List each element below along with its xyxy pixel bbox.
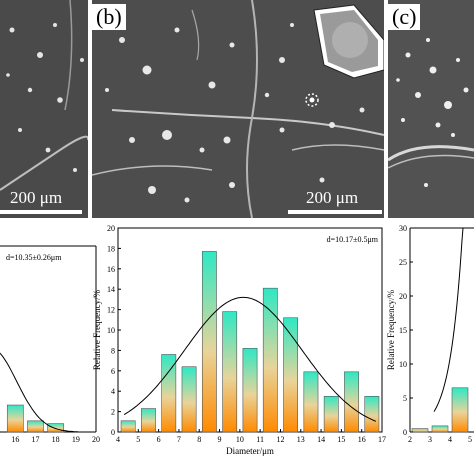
- x-tick-label: 5: [136, 435, 140, 444]
- x-tick-label: 5: [468, 435, 472, 444]
- x-tick-label: 4: [448, 435, 452, 444]
- bar: [47, 423, 65, 433]
- bar: [344, 371, 359, 433]
- y-tick-label: 10: [107, 326, 115, 335]
- panel-label-b: (b): [92, 4, 126, 30]
- mean-diameter-annotation: d=10.35±0.26μm: [6, 253, 62, 262]
- y-tick-label: 30: [399, 224, 407, 233]
- x-tick-label: 17: [378, 435, 386, 444]
- gaussian-fit-curve: [123, 296, 377, 422]
- bar: [411, 428, 429, 433]
- x-tick-label: 13: [297, 435, 305, 444]
- y-tick-label: 15: [399, 326, 407, 335]
- bar: [141, 408, 156, 433]
- x-tick-label: 18: [52, 435, 60, 444]
- bar: [262, 287, 278, 433]
- x-tick-label: 3: [428, 435, 432, 444]
- y-tick-label: 14: [107, 285, 115, 294]
- bar: [161, 354, 177, 433]
- x-tick-label: 15: [337, 435, 345, 444]
- x-tick-label: 12: [276, 435, 284, 444]
- x-tick-label: 20: [92, 435, 100, 444]
- scale-bar-b: [288, 210, 382, 214]
- fit-curve: [433, 227, 470, 412]
- y-tick-label: 0: [111, 428, 115, 437]
- y-tick-label: 18: [107, 244, 115, 253]
- bar: [431, 425, 449, 433]
- x-tick-label: 11: [256, 435, 264, 444]
- mean-diameter-annotation: d=10.17±0.5μm: [327, 235, 379, 244]
- bar: [283, 317, 299, 433]
- bar: [120, 420, 136, 433]
- bar: [451, 387, 469, 433]
- y-tick-label: 4: [111, 387, 115, 396]
- scale-bar-a: [0, 210, 82, 214]
- x-tick-label: 19: [72, 435, 80, 444]
- x-tick-label: 17: [32, 435, 40, 444]
- bar: [303, 371, 319, 433]
- y-tick-label: 6: [111, 367, 115, 376]
- micrograph-c-image: [388, 0, 474, 218]
- y-axis-label: Relative Frequency/%: [386, 289, 396, 370]
- y-axis-label: Relative Frequency/%: [92, 289, 102, 370]
- x-tick-label: 7: [177, 435, 181, 444]
- histogram-b: 4 5 6 7 8 9 10 11 12 13 14 15 16 17 0 2 4 6 8 10 12 14 16 18 20 D…: [92, 224, 386, 456]
- bar: [242, 348, 258, 433]
- y-tick-label: 8: [111, 346, 115, 355]
- micrograph-c: (c): [388, 0, 474, 218]
- micrograph-b-image: [92, 0, 384, 218]
- y-tick-label: 12: [107, 306, 115, 315]
- bar: [323, 396, 339, 433]
- bar: [27, 420, 44, 433]
- bar: [6, 404, 24, 433]
- micrograph-a-image: [0, 0, 88, 218]
- histogram-panels: 151617181920d=10.35±0.26μm 4567891011121…: [0, 224, 474, 456]
- bar: [181, 366, 197, 433]
- y-tick-label: 5: [403, 394, 407, 403]
- x-tick-label: 2: [408, 435, 412, 444]
- scale-bar-label-a: 200 μm: [10, 188, 63, 207]
- y-tick-label: 20: [399, 292, 407, 301]
- x-axis-label: Diameter/μm: [226, 446, 274, 456]
- x-tick-label: 10: [236, 435, 244, 444]
- fit-curve: [0, 352, 78, 433]
- y-tick-label: 0: [403, 428, 407, 437]
- scale-bar-label-b: 200 μm: [306, 188, 359, 207]
- histogram-a: 151617181920d=10.35±0.26μm: [0, 245, 100, 444]
- y-tick-label: 16: [107, 265, 115, 274]
- y-tick-label: 25: [399, 258, 407, 267]
- histogram-c: 0 5 10 15 20 25 30 2 3 4 5 Relative Frequency/%: [386, 224, 474, 444]
- bar: [201, 251, 217, 433]
- x-tick-label: 9: [218, 435, 222, 444]
- x-tick-label: 16: [358, 435, 366, 444]
- x-tick-label: 16: [11, 435, 19, 444]
- bar: [364, 396, 380, 433]
- y-tick-label: 20: [107, 224, 115, 233]
- x-tick-label: 14: [317, 435, 325, 444]
- y-tick-label: 10: [399, 360, 407, 369]
- micrograph-b: (b) 200 μm: [92, 0, 384, 218]
- bar: [222, 311, 238, 433]
- x-tick-label: 4: [116, 435, 120, 444]
- x-tick-label: 8: [197, 435, 201, 444]
- micrograph-a: 200 μm: [0, 0, 88, 218]
- x-tick-label: 6: [157, 435, 161, 444]
- y-tick-label: 2: [111, 408, 115, 417]
- panel-label-c: (c): [388, 4, 421, 30]
